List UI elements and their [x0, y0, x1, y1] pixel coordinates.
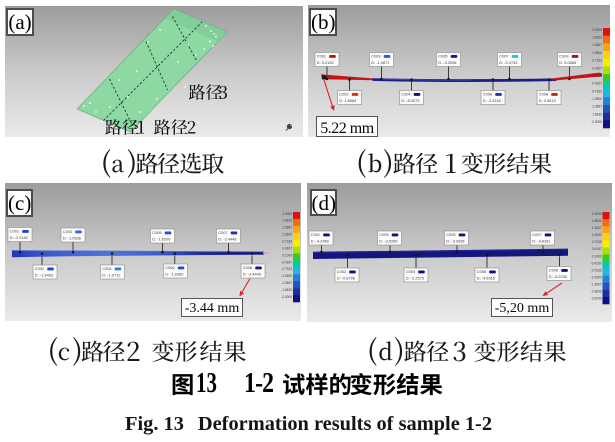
- svg-text:C004: C004: [406, 269, 416, 274]
- svg-text:C001: C001: [311, 232, 320, 237]
- svg-text:-0.4167: -0.4167: [591, 261, 602, 265]
- svg-text:-0.7333: -0.7333: [591, 89, 602, 93]
- svg-text:-2.0000: -2.0000: [591, 120, 602, 124]
- svg-text:D: -3.5289: D: -3.5289: [379, 239, 397, 244]
- svg-text:D: -1.4671: D: -1.4671: [371, 60, 389, 65]
- svg-text:0.7333: 0.7333: [592, 59, 602, 63]
- svg-text:2.0000: 2.0000: [282, 212, 292, 216]
- svg-text:C005: C005: [438, 54, 447, 59]
- svg-text:D: -5.2030: D: -5.2030: [549, 274, 568, 279]
- svg-text:D: -1.8360: D: -1.8360: [165, 272, 184, 277]
- svg-text:D: -0.4743: D: -0.4743: [499, 60, 517, 65]
- svg-text:C007: C007: [499, 54, 508, 59]
- svg-text:0.4167: 0.4167: [282, 246, 292, 250]
- svg-text:C008: C008: [243, 265, 252, 270]
- svg-text:C002: C002: [35, 266, 44, 271]
- svg-text:1.0500: 1.0500: [282, 233, 292, 237]
- svg-text:-1.3667: -1.3667: [591, 105, 602, 109]
- svg-text:D: 3.0813: D: 3.0813: [538, 98, 555, 103]
- svg-text:D: -4.8161: D: -4.8161: [532, 239, 550, 244]
- svg-text:-1.0500: -1.0500: [591, 276, 602, 280]
- svg-text:-1.3667: -1.3667: [281, 281, 292, 285]
- svg-text:C004: C004: [102, 266, 112, 271]
- svg-text:1.6833: 1.6833: [592, 36, 602, 40]
- svg-text:D: -1.0836: D: -1.0836: [63, 236, 81, 241]
- svg-text:-0.7333: -0.7333: [281, 267, 292, 271]
- svg-text:-0.4167: -0.4167: [281, 260, 292, 264]
- svg-text:-1.3667: -1.3667: [591, 283, 602, 287]
- svg-text:D: 1.8864: D: 1.8864: [339, 98, 357, 103]
- svg-text:C007: C007: [218, 230, 227, 235]
- svg-text:C002: C002: [337, 269, 346, 274]
- svg-text:2.0000: 2.0000: [592, 28, 602, 32]
- svg-text:C002: C002: [339, 92, 348, 97]
- svg-text:C005: C005: [152, 230, 161, 235]
- svg-text:D: -4.6515: D: -4.6515: [477, 276, 495, 281]
- svg-text:D: -3.4449: D: -3.4449: [243, 272, 261, 277]
- svg-text:D: -4.2460: D: -4.2460: [311, 239, 330, 244]
- svg-text:-0.4167: -0.4167: [591, 82, 602, 86]
- svg-text:C004: C004: [401, 92, 411, 97]
- svg-text:D: -1.0712: D: -1.0712: [102, 273, 120, 278]
- svg-text:D: -0.8796: D: -0.8796: [337, 276, 355, 281]
- svg-text:C007: C007: [532, 232, 541, 237]
- svg-text:1.3667: 1.3667: [282, 226, 292, 230]
- svg-text:C008: C008: [549, 268, 558, 273]
- svg-text:1.3667: 1.3667: [592, 226, 602, 230]
- svg-text:D: -1.9463: D: -1.9463: [35, 273, 53, 278]
- svg-text:1.6833: 1.6833: [282, 219, 292, 223]
- svg-text:D: 5.2150: D: 5.2150: [316, 60, 334, 65]
- svg-text:D: -2.2575: D: -2.2575: [406, 276, 424, 281]
- svg-text:-1.0500: -1.0500: [591, 97, 602, 101]
- svg-text:C008: C008: [538, 92, 547, 97]
- svg-text:1.3667: 1.3667: [592, 43, 602, 47]
- svg-text:C001: C001: [10, 229, 19, 234]
- svg-text:C001: C001: [316, 54, 325, 59]
- svg-text:C003: C003: [63, 229, 72, 234]
- svg-text:C006: C006: [165, 265, 174, 270]
- svg-text:0.4167: 0.4167: [592, 66, 602, 70]
- svg-text:1.0500: 1.0500: [592, 233, 602, 237]
- svg-text:-1.6833: -1.6833: [591, 290, 602, 294]
- svg-text:C006: C006: [482, 92, 491, 97]
- svg-text:-2.0000: -2.0000: [591, 297, 602, 301]
- svg-text:-1.6833: -1.6833: [281, 288, 292, 292]
- svg-text:D: -2.0182: D: -2.0182: [10, 235, 28, 240]
- svg-text:0.4167: 0.4167: [592, 247, 602, 251]
- svg-text:C003: C003: [371, 54, 380, 59]
- svg-text:1.0500: 1.0500: [592, 51, 602, 55]
- svg-text:C006: C006: [477, 269, 486, 274]
- svg-text:D: -2.4446: D: -2.4446: [218, 237, 236, 242]
- svg-text:1.6833: 1.6833: [592, 219, 602, 223]
- svg-text:2.4000: 2.4000: [592, 212, 602, 216]
- svg-text:-0.7333: -0.7333: [591, 268, 602, 272]
- svg-text:0.1000: 0.1000: [282, 253, 292, 257]
- svg-text:D: -2.4118: D: -2.4118: [482, 98, 500, 103]
- svg-text:C003: C003: [379, 232, 388, 237]
- svg-text:C009: C009: [559, 54, 568, 59]
- svg-text:0.1000: 0.1000: [592, 74, 602, 78]
- svg-text:0.7333: 0.7333: [282, 240, 292, 244]
- svg-text:D: -1.6200: D: -1.6200: [152, 237, 171, 242]
- svg-text:C005: C005: [446, 232, 455, 237]
- svg-text:-2.0000: -2.0000: [281, 295, 292, 299]
- svg-text:D: -5.0073: D: -5.0073: [401, 98, 419, 103]
- svg-text:0.7333: 0.7333: [592, 240, 602, 244]
- svg-text:0.1000: 0.1000: [592, 254, 602, 258]
- svg-text:-1.6833: -1.6833: [591, 112, 602, 116]
- svg-text:-1.0500: -1.0500: [281, 274, 292, 278]
- svg-text:D: -3.3006: D: -3.3006: [438, 60, 456, 65]
- svg-text:D: -3.3936: D: -3.3936: [446, 239, 464, 244]
- svg-text:D: 5.0865: D: 5.0865: [559, 60, 576, 65]
